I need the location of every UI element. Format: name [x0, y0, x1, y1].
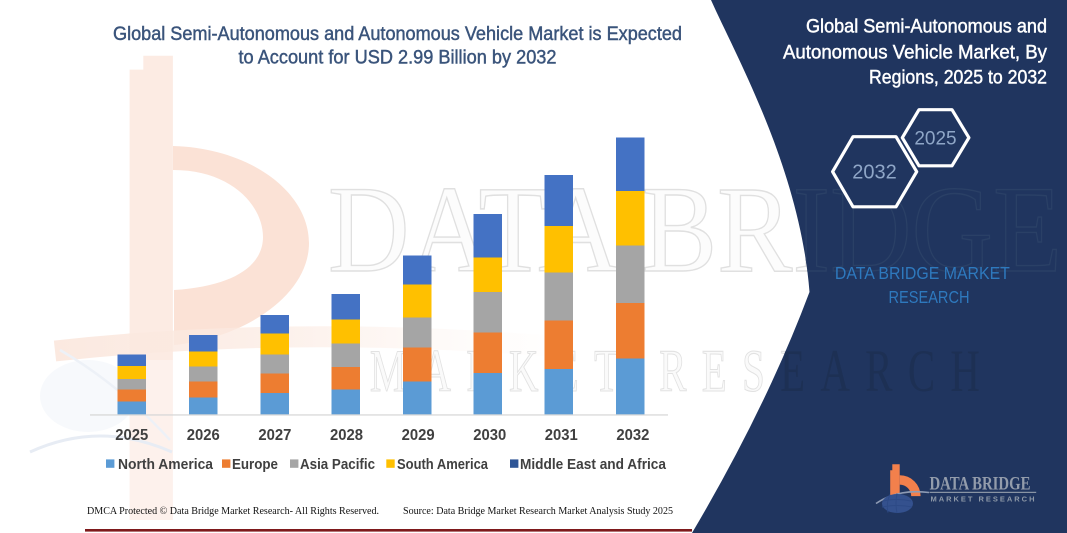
svg-text:2032: 2032: [852, 162, 897, 184]
svg-text:North America: North America: [118, 456, 214, 473]
svg-text:DATA BRIDGE: DATA BRIDGE: [930, 474, 1031, 495]
svg-text:2028: 2028: [330, 427, 363, 444]
svg-text:2025: 2025: [914, 129, 956, 150]
svg-text:South America: South America: [397, 456, 489, 473]
svg-text:DMCA Protected © Data Bridge M: DMCA Protected © Data Bridge Market Rese…: [87, 505, 379, 517]
svg-text:Middle East and Africa: Middle East and Africa: [520, 456, 667, 473]
svg-text:2030: 2030: [473, 427, 506, 444]
svg-text:2029: 2029: [402, 427, 435, 444]
svg-text:Global Semi-Autonomous and Aut: Global Semi-Autonomous and Autonomous Ve…: [113, 24, 682, 45]
svg-text:2027: 2027: [258, 427, 291, 444]
svg-text:Autonomous Vehicle Market, By: Autonomous Vehicle Market, By: [783, 43, 1047, 64]
svg-text:2031: 2031: [545, 427, 578, 444]
svg-text:DATA BRIDGE MARKET: DATA BRIDGE MARKET: [835, 263, 1010, 283]
svg-text:Source: Data Bridge Market Res: Source: Data Bridge Market Research Mark…: [403, 505, 673, 517]
svg-text:2025: 2025: [115, 427, 148, 444]
svg-text:2032: 2032: [616, 427, 649, 444]
svg-text:Asia Pacific: Asia Pacific: [300, 456, 375, 473]
svg-text:Regions, 2025 to 2032: Regions, 2025 to 2032: [869, 67, 1047, 88]
svg-text:to Account for USD 2.99 Billio: to Account for USD 2.99 Billion by 2032: [239, 48, 557, 69]
svg-text:MARKET RESEARCH: MARKET RESEARCH: [931, 495, 1035, 504]
svg-text:2026: 2026: [187, 427, 220, 444]
svg-text:Global Semi-Autonomous and: Global Semi-Autonomous and: [806, 16, 1047, 37]
svg-text:RESEARCH: RESEARCH: [889, 287, 970, 307]
svg-text:Europe: Europe: [232, 456, 278, 473]
